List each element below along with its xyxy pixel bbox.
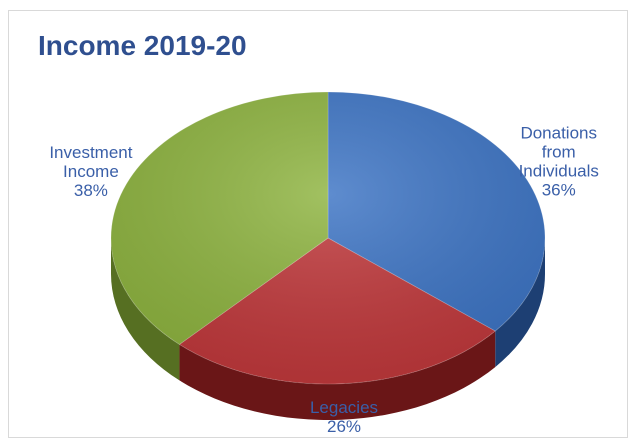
- chart-title: Income 2019-20: [38, 30, 247, 61]
- pie-label-line: Donations: [520, 123, 597, 142]
- pie-slice-side-1: [179, 331, 496, 420]
- pie-label-line: from: [542, 142, 576, 161]
- pie-label-percent: 26%: [327, 417, 361, 436]
- pie-label-1: Legacies 26%: [310, 398, 378, 436]
- pie-label-line: Legacies: [310, 398, 378, 417]
- pie-label-line: Individuals: [519, 161, 599, 180]
- pie-label-line: Income: [63, 162, 119, 181]
- pie-label-percent: 38%: [74, 181, 108, 200]
- pie-label-percent: 36%: [542, 180, 576, 199]
- pie-label-line: Investment: [49, 143, 132, 162]
- pie-label-0: Donations from Individuals 36%: [519, 123, 599, 199]
- pie-label-2: Investment Income 38%: [49, 143, 132, 200]
